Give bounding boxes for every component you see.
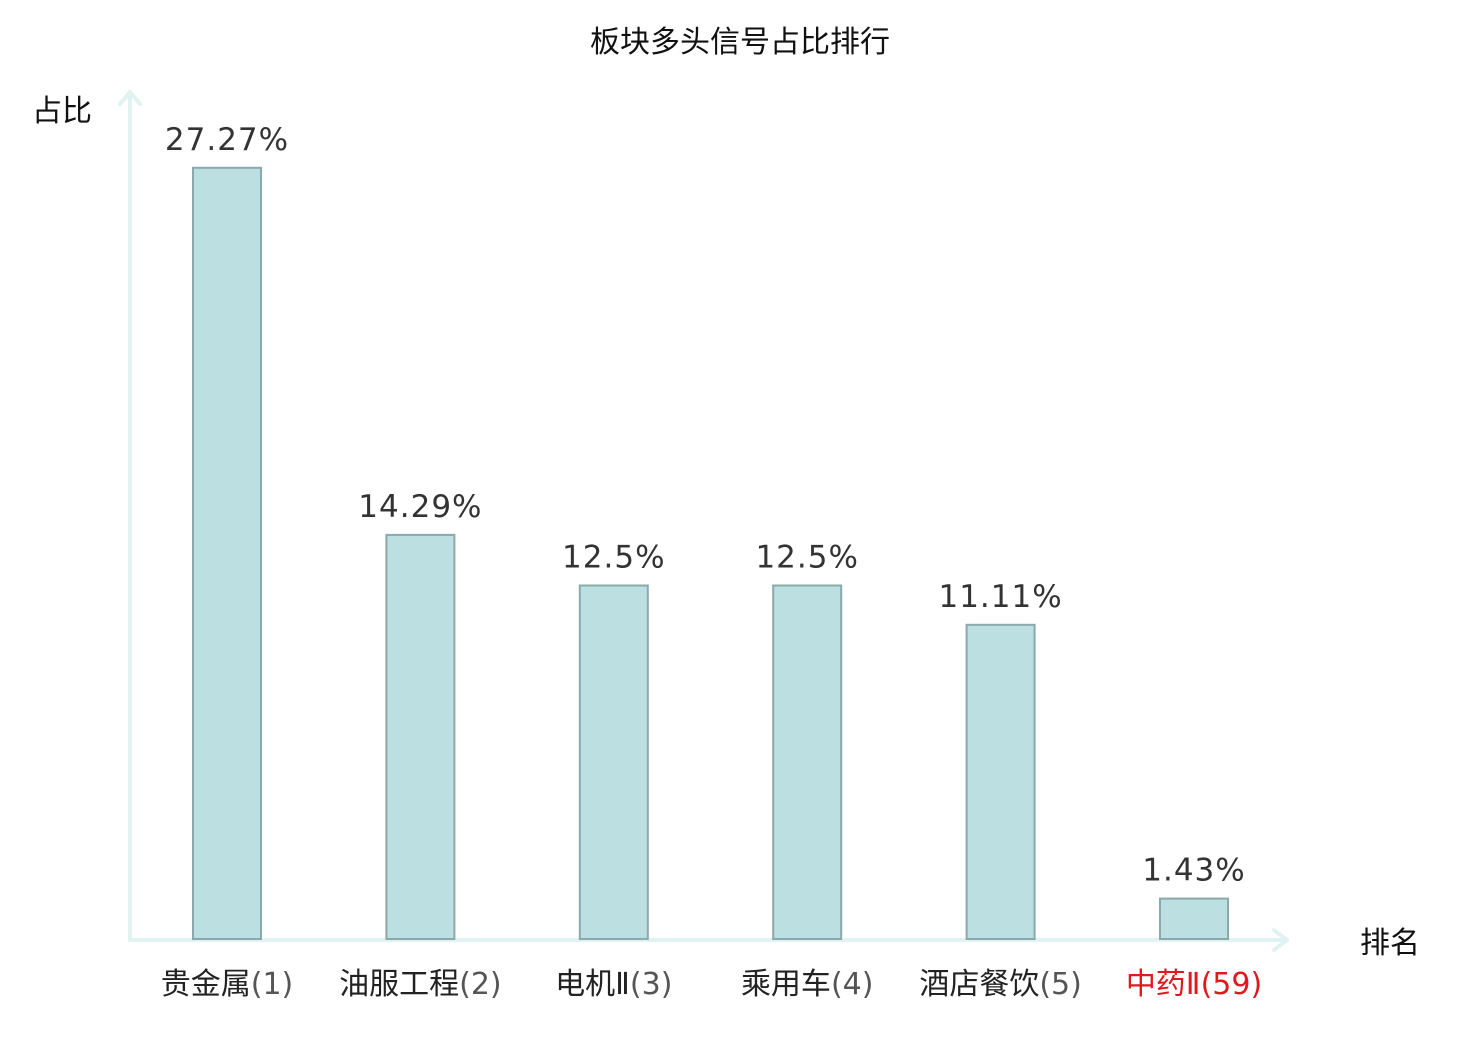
bar-1 <box>385 533 456 941</box>
category-label-2: 电机Ⅱ(3) <box>555 967 672 1002</box>
category-name-1: 油服工程 <box>339 967 459 1002</box>
x-axis-label: 排名 <box>1360 926 1420 961</box>
category-rank-1: (2) <box>459 967 502 1002</box>
category-name-2: 电机Ⅱ <box>555 967 630 1002</box>
category-name-5: 中药Ⅱ <box>1126 967 1201 1002</box>
bar-4 <box>965 623 1036 940</box>
chart-title: 板块多头信号占比排行 <box>590 25 890 60</box>
category-rank-3: (4) <box>831 967 874 1002</box>
value-label-0: 27.27% <box>165 122 289 158</box>
category-rank-4: (5) <box>1039 967 1082 1002</box>
category-rank-0: (1) <box>251 967 294 1002</box>
y-axis-label: 占比 <box>32 94 92 129</box>
category-label-3: 乘用车(4) <box>741 967 874 1002</box>
category-label-1: 油服工程(2) <box>339 967 502 1002</box>
value-label-1: 14.29% <box>358 489 482 525</box>
category-name-0: 贵金属 <box>161 967 251 1002</box>
bar-0 <box>192 166 262 941</box>
value-label-5: 1.43% <box>1142 853 1245 889</box>
category-label-0: 贵金属(1) <box>161 967 294 1002</box>
category-rank-2: (3) <box>630 967 673 1002</box>
category-label-4: 酒店餐饮(5) <box>919 967 1082 1002</box>
category-label-5: 中药Ⅱ(59) <box>1126 967 1262 1002</box>
value-label-4: 11.11% <box>938 579 1062 615</box>
category-name-3: 乘用车 <box>741 967 831 1002</box>
y-axis <box>118 90 142 942</box>
bar-3 <box>772 584 843 940</box>
value-label-3: 12.5% <box>755 540 858 576</box>
category-rank-5: (59) <box>1201 967 1263 1002</box>
category-name-4: 酒店餐饮 <box>919 967 1039 1002</box>
bars-group: 27.27% 贵金属(1) 14.29% 油服工程(2) 12.5% 电机Ⅱ(3) 12.5… <box>161 122 1262 1002</box>
value-label-2: 12.5% <box>562 540 665 576</box>
bar-5 <box>1159 897 1229 940</box>
bar-2 <box>578 584 649 940</box>
x-axis <box>128 928 1289 952</box>
